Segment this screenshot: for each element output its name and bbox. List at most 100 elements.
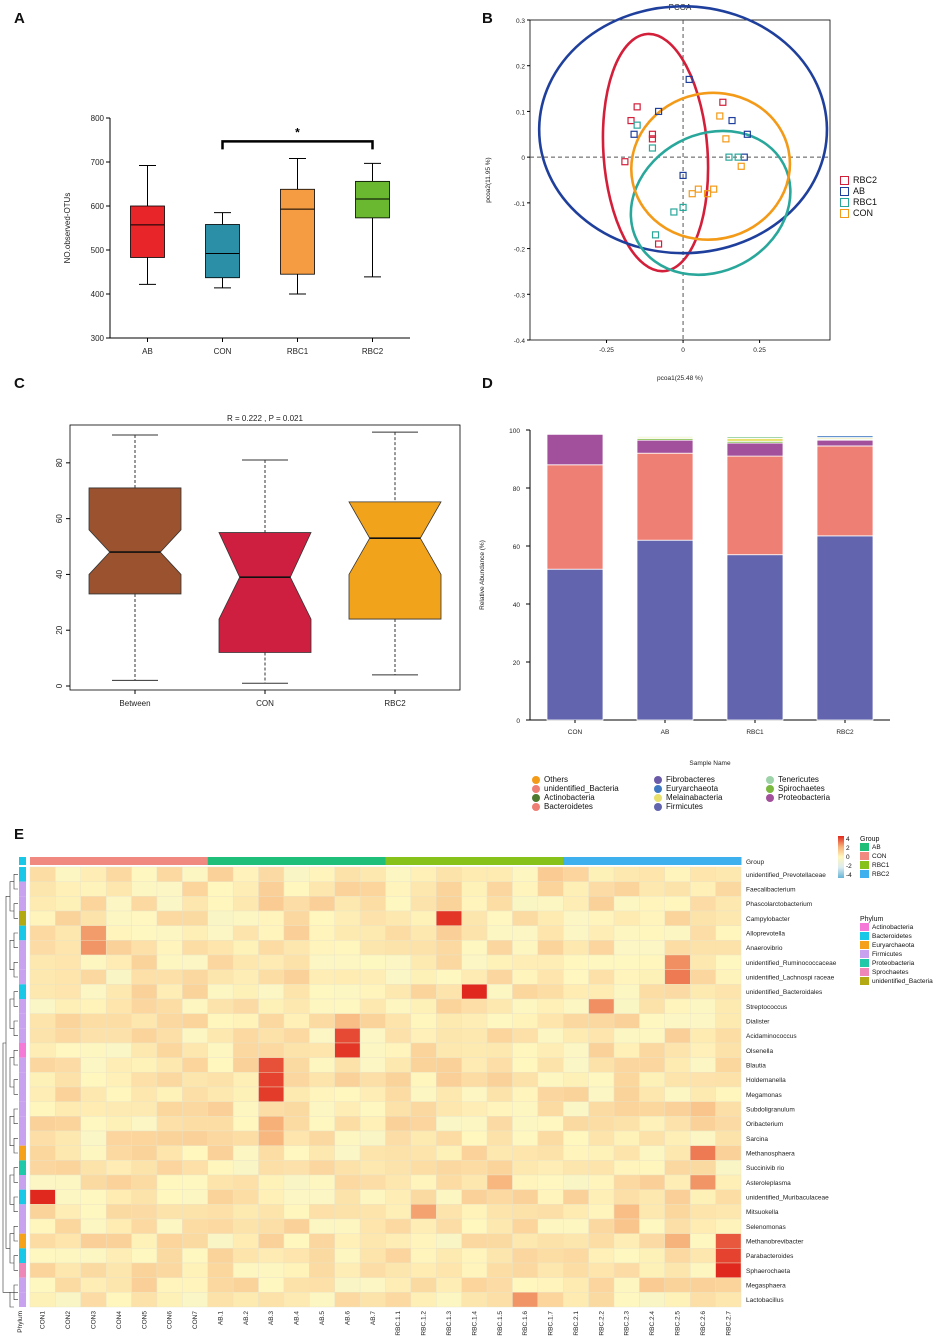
- legend-swatch: [860, 977, 869, 986]
- heatmap-cell: [309, 1233, 335, 1249]
- legend-label: Firmicutes: [666, 802, 703, 811]
- heatmap-cell: [563, 1116, 589, 1132]
- heatmap-cell: [588, 1160, 615, 1176]
- heatmap-cell: [131, 969, 158, 985]
- row-label: Acidaminococcus: [746, 1033, 797, 1040]
- heatmap-cell: [537, 881, 564, 897]
- heatmap-cell: [29, 925, 56, 941]
- heatmap-cell: [715, 1130, 742, 1146]
- heatmap-cell: [715, 1174, 742, 1190]
- heatmap-cell: [664, 1204, 691, 1220]
- heatmap-cell: [690, 984, 716, 1000]
- point-ab: [728, 116, 736, 125]
- legend-item: Bacteroidetes: [532, 802, 654, 811]
- heatmap-cell: [410, 1057, 437, 1073]
- row-label: Oribacterium: [746, 1121, 783, 1128]
- heatmap-cell: [359, 1160, 386, 1176]
- heatmap-cell: [309, 1174, 335, 1190]
- legend-item: RBC1: [860, 861, 937, 870]
- heatmap-cell: [410, 1086, 437, 1102]
- x-tick-label: RBC2: [836, 729, 854, 736]
- bar-segment-bacteroidetes: [636, 452, 694, 541]
- heatmap-cell: [207, 1130, 234, 1146]
- heatmap-cell: [131, 1204, 158, 1220]
- heatmap-cell: [309, 998, 335, 1014]
- heatmap-cell: [29, 1145, 56, 1161]
- point-rbc1: [648, 144, 657, 152]
- legend-label: Proteobacteria: [872, 960, 915, 967]
- heatmap-cell: [156, 1174, 183, 1190]
- heatmap-cell: [639, 1116, 666, 1132]
- heatmap-cell: [105, 1292, 132, 1308]
- heatmap-cell: [512, 1189, 539, 1205]
- heatmap-cell: [283, 1248, 310, 1264]
- heatmap-cell: [359, 896, 386, 912]
- ellipse-rbc1: [629, 129, 792, 277]
- heatmap-cell: [613, 1130, 640, 1146]
- heatmap-cell: [29, 1116, 56, 1132]
- heatmap-cell: [664, 910, 691, 926]
- heatmap-cell: [385, 1057, 412, 1073]
- heatmap-cell: [410, 969, 437, 985]
- heatmap-cell: [182, 998, 208, 1014]
- heatmap-cell: [410, 910, 437, 926]
- heatmap-cell: [715, 1042, 742, 1058]
- heatmap-cell: [537, 1042, 564, 1058]
- heatmap-cell: [182, 896, 208, 912]
- y-tick-label: 800: [91, 114, 105, 123]
- legend-swatch: [860, 861, 869, 870]
- heatmap-cell: [486, 998, 513, 1014]
- heatmap-cell: [156, 925, 183, 941]
- heatmap-cell: [359, 1086, 386, 1102]
- heatmap-cell: [512, 1116, 539, 1132]
- point-rbc2: [621, 158, 629, 166]
- heatmap-cell: [80, 954, 107, 970]
- legend-swatch: [860, 941, 869, 950]
- box-rbc1: [280, 188, 315, 275]
- heatmap-cell: [486, 1145, 513, 1161]
- heatmap-cell: [486, 866, 513, 882]
- bar-segment-euryarchaeota: [816, 435, 874, 438]
- heatmap-cell: [283, 1028, 310, 1044]
- legend-item: Proteobacteria: [860, 959, 937, 968]
- heatmap-cell: [334, 1277, 361, 1293]
- x-tick-label: RBC2: [384, 699, 406, 708]
- y-tick-label: 20: [513, 660, 521, 667]
- heatmap-cell: [309, 969, 335, 985]
- heatmap-cell: [359, 1072, 386, 1088]
- column-label: RBC.2.1: [573, 1311, 580, 1336]
- heatmap-cell: [55, 1277, 81, 1293]
- phylum-bar-cell: [19, 984, 26, 999]
- heatmap-cell: [309, 1292, 335, 1308]
- heatmap-cell: [359, 910, 386, 926]
- heatmap-cell: [283, 998, 310, 1014]
- heatmap-cell: [410, 866, 437, 882]
- heatmap-cell: [80, 925, 107, 941]
- heatmap-cell: [588, 866, 615, 882]
- heatmap-cell: [156, 1042, 183, 1058]
- row-label: Holdemanella: [746, 1077, 786, 1084]
- heatmap-cell: [461, 896, 488, 912]
- ellipse-con: [629, 91, 792, 242]
- heatmap-cell: [436, 1277, 462, 1293]
- heatmap-cell: [588, 1262, 615, 1278]
- heatmap-cell: [359, 1174, 386, 1190]
- heatmap-cell: [715, 1277, 742, 1293]
- heatmap-cell: [461, 1233, 488, 1249]
- heatmap-cell: [232, 1072, 259, 1088]
- heatmap-cell: [436, 954, 462, 970]
- heatmap-cell: [258, 940, 285, 956]
- plot-frame: [529, 19, 831, 341]
- point-rbc2: [633, 103, 641, 111]
- legend-item: Tenericutes: [766, 775, 878, 784]
- heatmap-cell: [664, 1292, 691, 1308]
- heatmap-cell: [436, 896, 462, 912]
- legend-swatch: [840, 209, 849, 218]
- column-label: RBC.1.6: [522, 1311, 529, 1336]
- heatmap-cell: [563, 940, 589, 956]
- heatmap-cell: [334, 1072, 361, 1088]
- heatmap-cell: [461, 1028, 488, 1044]
- point-rbc2: [719, 98, 727, 106]
- heatmap-cell: [105, 1277, 132, 1293]
- phylum-bar-cell: [19, 1043, 26, 1058]
